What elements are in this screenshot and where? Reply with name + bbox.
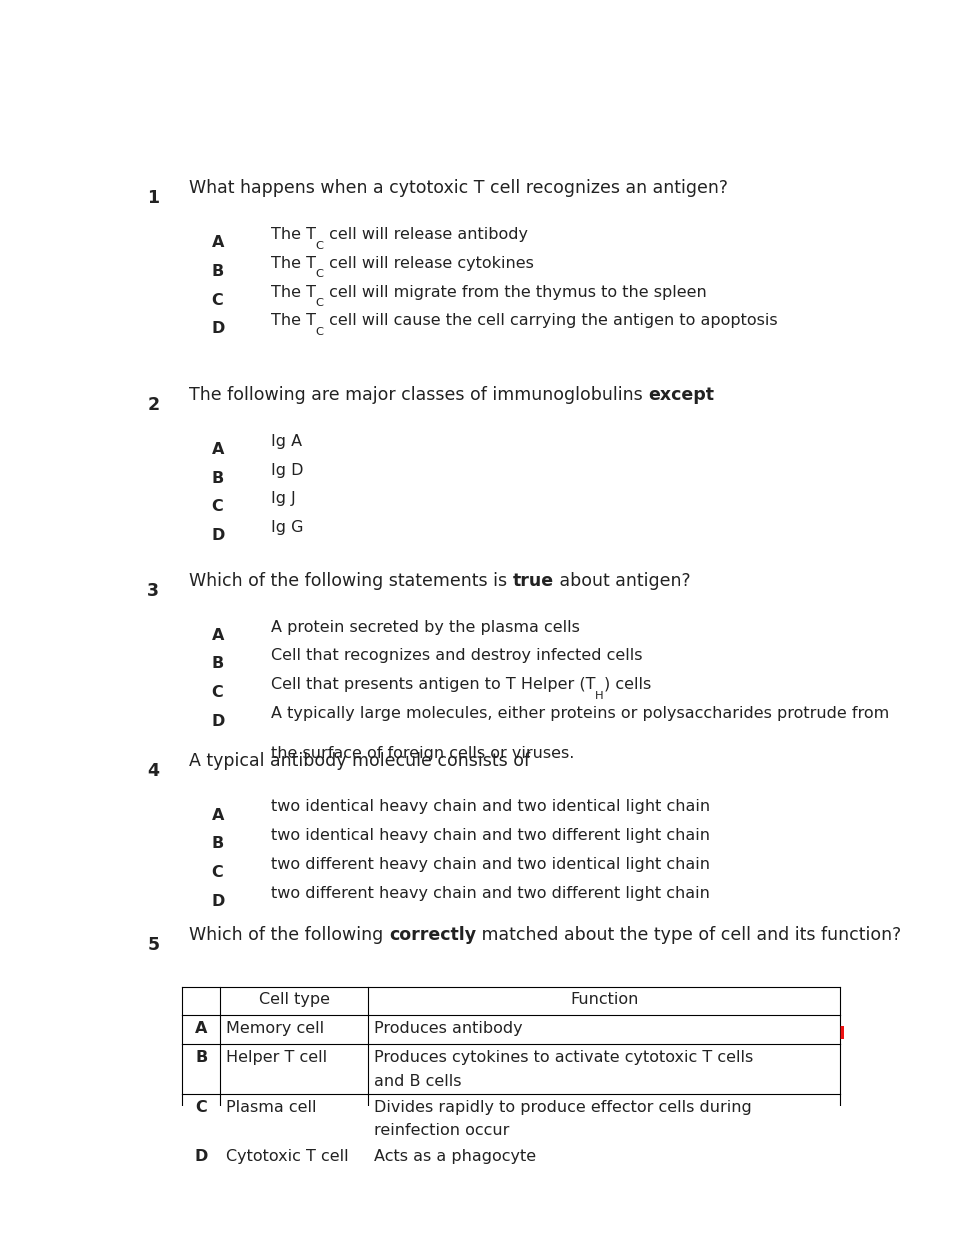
Text: The T: The T — [271, 227, 315, 242]
Text: Cell that presents antigen to T Helper (T: Cell that presents antigen to T Helper (… — [271, 677, 595, 692]
Text: B: B — [212, 656, 224, 671]
Text: A: A — [212, 628, 224, 643]
Text: two different heavy chain and two different light chain: two different heavy chain and two differ… — [271, 885, 709, 901]
Text: reinfection occur: reinfection occur — [374, 1124, 509, 1139]
Text: C: C — [212, 293, 223, 308]
Text: Produces antibody: Produces antibody — [374, 1021, 522, 1037]
Text: Cell type: Cell type — [258, 992, 330, 1007]
Text: cell will cause the cell carrying the antigen to apoptosis: cell will cause the cell carrying the an… — [323, 313, 777, 328]
Text: Plasma cell: Plasma cell — [226, 1100, 316, 1115]
Text: B: B — [194, 1050, 207, 1065]
Text: Ig A: Ig A — [271, 434, 302, 449]
Text: two identical heavy chain and two different light chain: two identical heavy chain and two differ… — [271, 828, 709, 843]
Text: 1: 1 — [147, 189, 159, 208]
Text: B: B — [212, 264, 224, 278]
Text: C: C — [315, 298, 323, 308]
Text: Divides rapidly to produce effector cells during: Divides rapidly to produce effector cell… — [374, 1100, 751, 1115]
Text: the surface of foreign cells or viruses.: the surface of foreign cells or viruses. — [271, 746, 574, 762]
Text: I: I — [838, 1025, 844, 1043]
Text: two identical heavy chain and two identical light chain: two identical heavy chain and two identi… — [271, 799, 709, 814]
Text: A typically large molecules, either proteins or polysaccharides protrude from: A typically large molecules, either prot… — [271, 706, 888, 721]
Text: A: A — [194, 1021, 207, 1037]
Text: C: C — [315, 270, 323, 280]
Text: Acts as a phagocyte: Acts as a phagocyte — [374, 1150, 536, 1165]
Text: C: C — [195, 1100, 207, 1115]
Text: A: A — [212, 808, 224, 823]
Text: A: A — [212, 235, 224, 250]
Text: C: C — [212, 685, 223, 700]
Text: Cell that recognizes and destroy infected cells: Cell that recognizes and destroy infecte… — [271, 649, 641, 664]
Text: ) cells: ) cells — [603, 677, 651, 692]
Text: except: except — [648, 385, 714, 404]
Text: A: A — [212, 443, 224, 457]
Text: Ig G: Ig G — [271, 520, 303, 534]
Text: Function: Function — [570, 992, 638, 1007]
Text: correctly: correctly — [389, 926, 476, 943]
Text: D: D — [212, 713, 225, 728]
Text: about antigen?: about antigen? — [554, 572, 690, 589]
Text: H: H — [595, 691, 603, 701]
Text: Which of the following: Which of the following — [190, 926, 389, 943]
Text: D: D — [212, 894, 225, 909]
Text: The following are major classes of immunoglobulins: The following are major classes of immun… — [190, 385, 648, 404]
Text: What happens when a cytotoxic T cell recognizes an antigen?: What happens when a cytotoxic T cell rec… — [190, 179, 728, 198]
Text: The T: The T — [271, 285, 315, 300]
Text: Ig D: Ig D — [271, 462, 303, 477]
Text: C: C — [212, 500, 223, 515]
Text: The T: The T — [271, 313, 315, 328]
Text: Memory cell: Memory cell — [226, 1021, 324, 1037]
Text: The T: The T — [271, 256, 315, 271]
Text: D: D — [212, 528, 225, 543]
Text: Ig J: Ig J — [271, 491, 295, 506]
Text: Helper T cell: Helper T cell — [226, 1050, 327, 1065]
Text: C: C — [212, 865, 223, 880]
Text: and B cells: and B cells — [374, 1074, 461, 1089]
Text: Cytotoxic T cell: Cytotoxic T cell — [226, 1150, 349, 1165]
Text: Produces cytokines to activate cytotoxic T cells: Produces cytokines to activate cytotoxic… — [374, 1050, 753, 1065]
Text: B: B — [212, 471, 224, 486]
Text: D: D — [212, 322, 225, 337]
Text: 4: 4 — [147, 762, 159, 779]
Text: 2: 2 — [147, 397, 159, 414]
Text: cell will release antibody: cell will release antibody — [323, 227, 527, 242]
Text: C: C — [315, 327, 323, 337]
Text: Which of the following statements is: Which of the following statements is — [190, 572, 513, 589]
Text: cell will migrate from the thymus to the spleen: cell will migrate from the thymus to the… — [323, 285, 706, 300]
Text: 3: 3 — [147, 582, 159, 600]
Text: A typical antibody molecule consists of: A typical antibody molecule consists of — [190, 752, 530, 769]
Text: two different heavy chain and two identical light chain: two different heavy chain and two identi… — [271, 856, 709, 871]
Text: B: B — [212, 837, 224, 851]
Text: D: D — [194, 1150, 208, 1165]
Text: matched about the type of cell and its function?: matched about the type of cell and its f… — [476, 926, 901, 943]
Text: A protein secreted by the plasma cells: A protein secreted by the plasma cells — [271, 619, 579, 634]
Text: 5: 5 — [147, 936, 159, 953]
Text: true: true — [513, 572, 554, 589]
Text: cell will release cytokines: cell will release cytokines — [323, 256, 533, 271]
Text: C: C — [315, 241, 323, 251]
